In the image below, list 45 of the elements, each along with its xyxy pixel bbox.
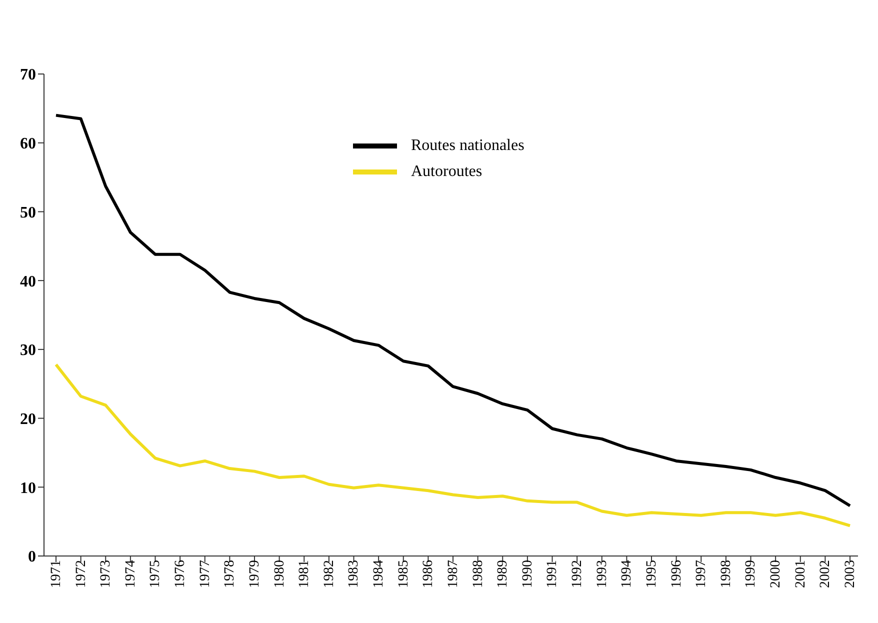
line-series [54, 363, 852, 528]
x-tick-label: 1975 [148, 560, 164, 588]
line-series [54, 114, 852, 508]
x-tick-label: 1971 [48, 560, 64, 588]
x-tick-label: 2003 [842, 560, 858, 588]
legend-label: Autoroutes [411, 163, 482, 181]
x-tick-label: 1976 [173, 560, 188, 588]
legend-label: Routes nationales [411, 137, 524, 155]
x-tick-label: 1984 [372, 560, 387, 588]
x-tick-label: 1991 [545, 560, 560, 588]
y-tick-label: 40 [20, 273, 36, 290]
x-tick-label: 1981 [297, 560, 312, 588]
x-tick-label: 1983 [346, 560, 362, 588]
x-tick-label: 1979 [247, 560, 262, 588]
x-tick-label: 1974 [123, 560, 138, 588]
x-tick-label: 1995 [644, 560, 660, 588]
x-tick-label: 1998 [718, 560, 734, 588]
x-tick-label: 1977 [198, 560, 213, 588]
x-tick-label: 1992 [570, 560, 586, 588]
x-tick-label: 1999 [744, 560, 759, 588]
y-tick-label: 70 [20, 66, 36, 84]
y-tick-label: 60 [20, 136, 36, 153]
x-tick-label: 1988 [470, 560, 486, 588]
x-tick-label: 1990 [520, 560, 536, 588]
x-tick-label: 1997 [694, 560, 710, 588]
y-tick-label: 50 [20, 204, 36, 222]
x-tick-label: 1985 [396, 560, 412, 588]
x-tick-label: 1972 [74, 560, 89, 588]
x-tick-label: 1978 [222, 560, 238, 588]
x-tick-label: 1973 [98, 560, 114, 588]
y-tick-label: 20 [20, 410, 36, 428]
x-tick-label: 1996 [669, 560, 684, 588]
x-tick-label: 2000 [768, 560, 784, 588]
x-tick-label: 1982 [322, 560, 337, 588]
x-tick-label: 1994 [620, 560, 635, 588]
x-tick-label: 1987 [446, 560, 461, 588]
x-tick-label: 2001 [793, 560, 808, 588]
y-tick-label: 30 [20, 342, 36, 360]
x-tick-label: 2002 [818, 560, 834, 588]
y-tick-label: 10 [20, 480, 36, 497]
x-tick-label: 1986 [421, 560, 436, 588]
x-tick-label: 1980 [272, 560, 288, 588]
x-tick-label: 1993 [594, 560, 610, 588]
x-tick-label: 1989 [496, 560, 511, 588]
y-tick-label: 0 [28, 548, 36, 566]
